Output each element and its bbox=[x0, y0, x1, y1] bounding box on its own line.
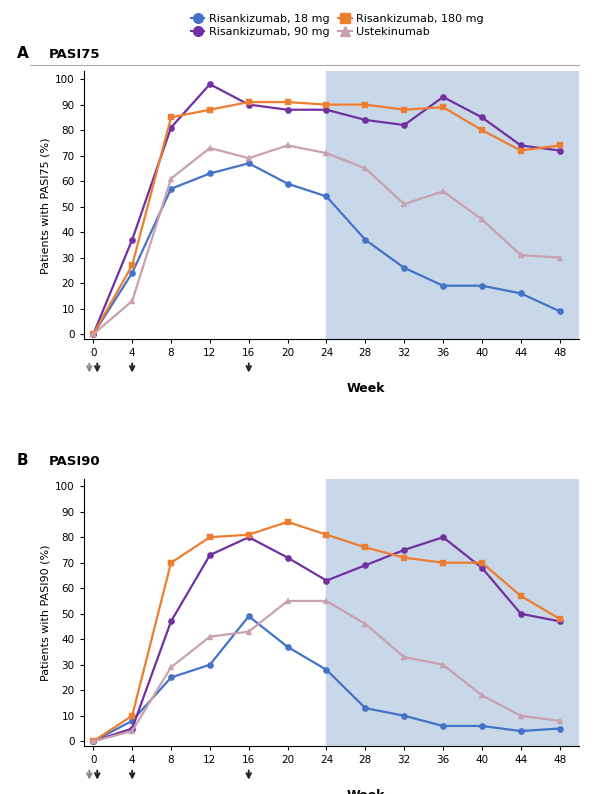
Text: Week: Week bbox=[347, 789, 385, 794]
Text: PASI75: PASI75 bbox=[49, 48, 100, 61]
Text: B: B bbox=[17, 453, 28, 468]
Legend: Risankizumab, 18 mg, Risankizumab, 90 mg, Risankizumab, 180 mg, Ustekinumab: Risankizumab, 18 mg, Risankizumab, 90 mg… bbox=[186, 10, 488, 42]
Text: Week: Week bbox=[347, 382, 385, 395]
Text: PASI90: PASI90 bbox=[49, 455, 100, 468]
Text: A: A bbox=[17, 46, 29, 61]
Bar bbox=[327, 479, 579, 746]
Y-axis label: Patients with PASI90 (%): Patients with PASI90 (%) bbox=[41, 544, 51, 680]
Y-axis label: Patients with PASI75 (%): Patients with PASI75 (%) bbox=[41, 137, 51, 274]
Bar bbox=[327, 71, 579, 339]
